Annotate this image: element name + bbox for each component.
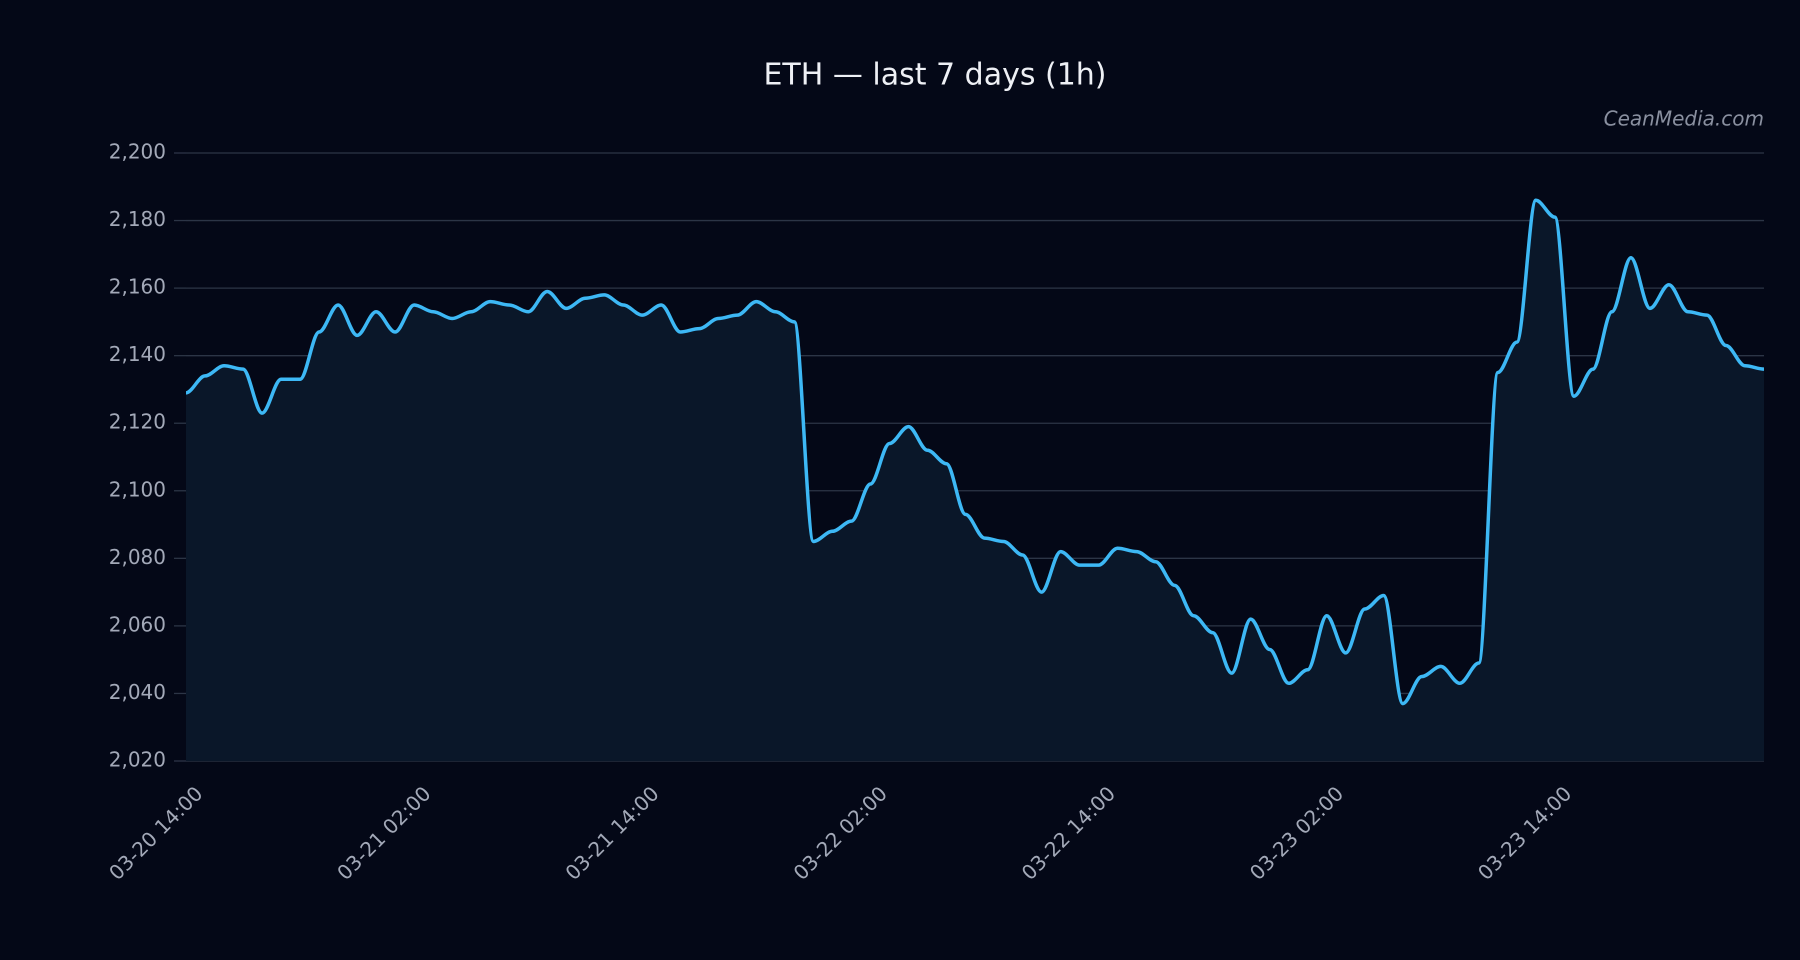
y-tick-label: 2,180 — [109, 207, 166, 231]
y-tick-label: 2,060 — [109, 612, 166, 636]
y-tick-label: 2,080 — [109, 545, 166, 569]
y-tick-label: 2,020 — [109, 748, 166, 772]
price-line — [185, 198, 1765, 706]
y-tick-label: 2,100 — [109, 477, 166, 501]
chart-title: ETH — last 7 days (1h) — [763, 58, 1106, 93]
y-tick-label: 2,200 — [109, 140, 166, 164]
y-tick-label: 2,040 — [109, 680, 166, 704]
watermark: CeanMedia.com — [1604, 107, 1764, 131]
area — [186, 200, 1764, 762]
y-tick-label: 2,160 — [109, 275, 166, 299]
y-tick-label: 2,120 — [109, 410, 166, 434]
y-tick-label: 2,140 — [109, 342, 166, 366]
